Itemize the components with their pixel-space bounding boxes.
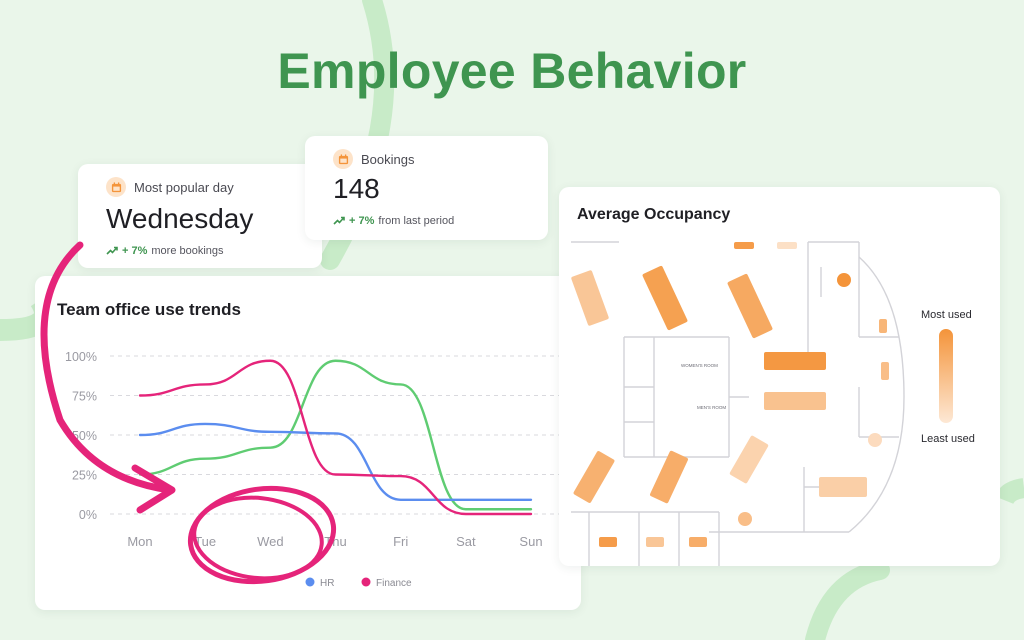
legend-least-used: Least used [921,433,975,445]
desk-cluster [764,352,826,370]
popular-day-value: Wednesday [106,203,254,234]
desk-cluster [764,392,826,410]
popular-day-trend: + 7% more bookings [106,245,294,257]
floor-walls [571,241,905,566]
desk-cluster [573,451,615,503]
y-tick-label: 25% [72,469,97,483]
mens-room-label: MEN'S ROOM [697,405,726,410]
x-tick-label: Sat [456,534,476,549]
legend-most-used: Most used [921,309,972,321]
desk-cluster [819,477,867,497]
desk-cluster [734,242,754,249]
desk-cluster [599,537,617,547]
womens-room-label: WOMEN'S ROOM [681,363,718,368]
calendar-icon [106,177,126,197]
series-line-hr [138,422,533,501]
legend-marker [305,577,315,587]
popular-day-label-row: Most popular day [106,177,294,197]
desk-clusters [571,242,889,547]
popular-day-trend-text: more bookings [151,245,224,257]
x-tick-label: Thu [324,534,346,549]
x-tick-label: Wed [257,534,284,549]
desk-cluster [646,537,664,547]
popular-day-label: Most popular day [134,179,234,195]
y-tick-label: 100% [65,350,97,364]
x-tick-label: Mon [127,534,152,549]
series-line-green [138,359,533,511]
desk-cluster [727,273,773,339]
bookings-value: 148 [333,173,380,204]
trends-card: Team office use trends 100% 75% 50% 25% 0% Mo… [35,276,581,610]
bookings-trend-pct: + 7% [349,215,375,227]
desk-cluster [571,270,609,326]
y-tick-label: 0% [79,508,97,522]
round-table [837,273,851,287]
occupancy-card: Average Occupancy [559,187,1000,566]
round-table [868,433,882,447]
legend-marker [361,577,371,587]
desk-cluster [689,537,707,547]
desk-cluster [777,242,797,249]
y-tick-label: 75% [72,390,97,404]
round-table [738,512,752,526]
popular-day-card: Most popular day Wednesday + 7% more boo… [78,164,322,268]
bookings-label: Bookings [361,151,415,167]
trend-up-icon [106,246,118,255]
desk-cluster [642,265,688,331]
floor-plan: WOMEN'S ROOM MEN'S ROOM [571,241,905,566]
calendar-icon [333,149,353,169]
bookings-trend-text: from last period [378,215,455,227]
desk-cluster [881,362,889,380]
desk-cluster [879,319,887,333]
legend-label: HR [320,578,334,589]
trends-chart: 100% 75% 50% 25% 0% Mon Tue Wed Thu Fri Sat Sun HR Fi… [65,350,565,589]
page-title: Employee Behavior [277,43,747,99]
popular-day-trend-pct: + 7% [122,245,148,257]
y-tick-label: 50% [72,429,97,443]
desk-cluster [650,450,688,504]
legend-label: Finance [376,578,412,589]
x-tick-label: Fri [393,534,408,549]
bookings-trend: + 7% from last period [333,215,520,227]
desk-cluster [729,435,769,484]
occupancy-title: Average Occupancy [577,206,731,223]
bookings-label-row: Bookings [333,149,520,169]
bookings-card: Bookings 148 + 7% from last period [305,136,548,240]
occupancy-legend-gradient [939,329,953,423]
x-tick-label: Sun [519,534,542,549]
trend-up-icon [333,216,345,225]
series-line-finance [138,359,533,516]
x-tick-label: Tue [194,534,216,549]
